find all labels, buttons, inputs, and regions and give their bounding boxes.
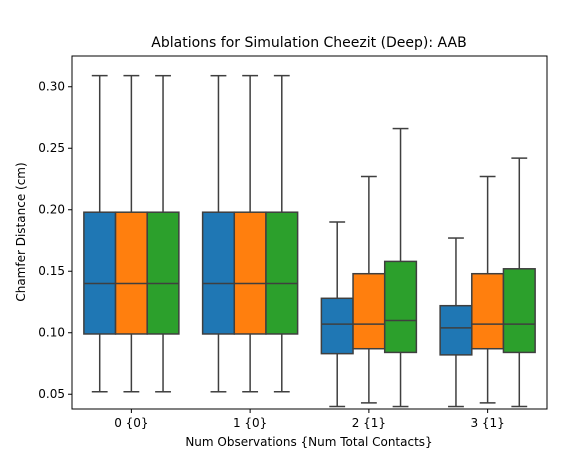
chart-title: Ablations for Simulation Cheezit (Deep):… xyxy=(151,35,466,51)
x-tick-label: 2 {1} xyxy=(352,416,386,430)
box-body xyxy=(201,211,236,335)
y-tick-label: 0.15 xyxy=(38,264,65,278)
box-body xyxy=(146,211,180,335)
y-axis: 0.05 0.10 0.15 0.20 0.25 0.30 xyxy=(38,80,72,401)
box-body xyxy=(471,272,505,350)
y-axis-label: Chamfer Distance (cm) xyxy=(14,162,28,301)
y-tick-label: 0.10 xyxy=(38,326,65,340)
box-body xyxy=(352,272,386,350)
box-2-3 xyxy=(265,74,299,393)
box-4-3 xyxy=(502,157,536,408)
x-tick-label: 0 {0} xyxy=(114,416,148,430)
box-body xyxy=(233,211,267,335)
box-body xyxy=(320,297,354,355)
box-body xyxy=(83,211,117,335)
axes-frame xyxy=(71,55,548,410)
y-tick-label: 0.30 xyxy=(38,80,65,94)
box-3-2 xyxy=(352,175,386,404)
box-body xyxy=(439,304,473,356)
box-body xyxy=(114,211,148,335)
x-axis-label: Num Observations {Num Total Contacts} xyxy=(185,435,432,449)
box-2-2 xyxy=(233,74,267,393)
y-tick-label: 0.25 xyxy=(38,141,65,155)
x-tick-label: 1 {0} xyxy=(233,416,267,430)
box-body xyxy=(502,268,536,354)
box-3-1 xyxy=(320,221,354,408)
box-4-2 xyxy=(471,175,505,404)
x-tick-label: 3 {1} xyxy=(470,416,504,430)
box-body xyxy=(383,260,418,354)
y-tick-label: 0.05 xyxy=(38,387,65,401)
box-1-2 xyxy=(114,74,148,393)
box-2-1 xyxy=(201,74,236,393)
box-3-3 xyxy=(383,127,418,408)
y-tick-label: 0.20 xyxy=(38,203,65,217)
box-1-3 xyxy=(146,74,180,393)
box-body xyxy=(265,211,299,335)
x-axis: 0 {0} 1 {0} 2 {1} 3 {1} xyxy=(114,409,505,430)
plot-area xyxy=(83,74,536,408)
box-1-1 xyxy=(83,74,117,393)
box-4-1 xyxy=(439,237,473,408)
